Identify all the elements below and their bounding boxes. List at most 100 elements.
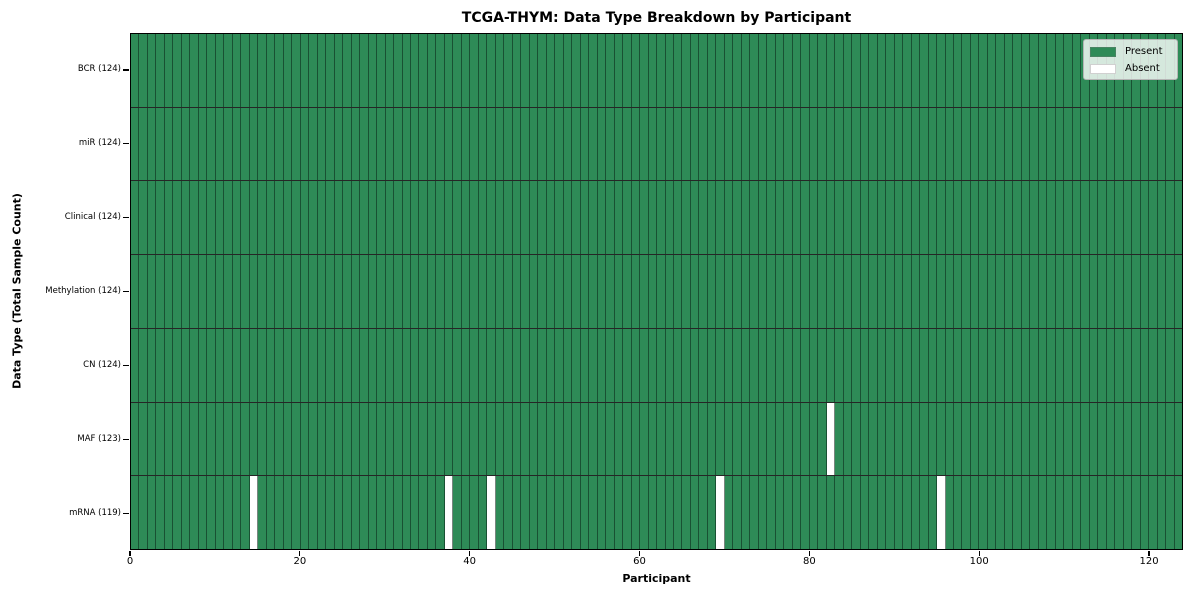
- heatmap-cell: [164, 34, 174, 107]
- heatmap-cell: [487, 107, 496, 181]
- heatmap-cell: [1132, 402, 1141, 476]
- heatmap-cell: [996, 402, 1005, 476]
- heatmap-cell: [1004, 476, 1014, 550]
- heatmap-cell: [529, 181, 539, 255]
- heatmap-cell: [368, 402, 378, 476]
- heatmap-cell: [512, 34, 522, 107]
- heatmap-cell: [190, 328, 199, 402]
- heatmap-cell: [334, 107, 344, 181]
- heatmap-cell: [224, 34, 233, 107]
- heatmap-cell: [1004, 181, 1014, 255]
- heatmap-cell: [1021, 476, 1031, 550]
- heatmap-cell: [843, 476, 853, 550]
- heatmap-cell: [801, 476, 810, 550]
- heatmap-cell: [665, 402, 674, 476]
- heatmap-cell: [249, 255, 259, 328]
- heatmap-cell: [631, 107, 641, 181]
- heatmap-cell: [300, 328, 310, 402]
- heatmap-cell: [1038, 402, 1048, 476]
- heatmap-cell: [775, 476, 785, 550]
- heatmap-cell: [181, 181, 191, 255]
- heatmap-cell: [487, 34, 496, 107]
- heatmap-cell: [640, 328, 649, 402]
- heatmap-cell: [249, 402, 259, 476]
- heatmap-cell: [920, 328, 929, 402]
- y-tick-mark: [123, 291, 129, 293]
- heatmap-cell: [1123, 255, 1133, 328]
- heatmap-cell: [623, 34, 632, 107]
- heatmap-cell: [724, 402, 734, 476]
- heatmap-cell: [377, 402, 386, 476]
- heatmap-cell: [1174, 34, 1183, 107]
- heatmap-cell: [818, 255, 827, 328]
- heatmap-cell: [512, 181, 522, 255]
- heatmap-cell: [1115, 402, 1124, 476]
- heatmap-cell: [487, 328, 496, 402]
- heatmap-cell: [631, 402, 641, 476]
- heatmap-cell: [436, 107, 445, 181]
- heatmap-cell: [979, 181, 988, 255]
- heatmap-cell: [792, 328, 802, 402]
- heatmap-cell: [631, 476, 641, 550]
- heatmap-row-mRNA: [131, 476, 1183, 550]
- heatmap-cell: [309, 34, 318, 107]
- heatmap-cell: [1098, 107, 1107, 181]
- heatmap-cell: [750, 107, 759, 181]
- heatmap-cell: [852, 328, 861, 402]
- heatmap-cell: [826, 476, 836, 550]
- heatmap-cell: [1123, 328, 1133, 402]
- heatmap-cell: [614, 476, 624, 550]
- heatmap-cell: [1106, 181, 1116, 255]
- heatmap-cell: [1115, 476, 1124, 550]
- heatmap-cell: [1098, 255, 1107, 328]
- heatmap-cell: [343, 34, 352, 107]
- heatmap-cell: [758, 181, 768, 255]
- heatmap-cell: [1055, 328, 1065, 402]
- heatmap-cell: [555, 34, 564, 107]
- heatmap-cell: [232, 402, 242, 476]
- heatmap-cell: [563, 181, 573, 255]
- heatmap-cell: [334, 328, 344, 402]
- heatmap-cell: [572, 402, 581, 476]
- heatmap-cell: [792, 476, 802, 550]
- heatmap-cell: [207, 181, 216, 255]
- heatmap-cell: [877, 255, 887, 328]
- heatmap-cell: [368, 255, 378, 328]
- heatmap-cell: [241, 402, 250, 476]
- heatmap-cell: [1149, 181, 1158, 255]
- heatmap-cell: [809, 34, 819, 107]
- heatmap-cell: [538, 328, 547, 402]
- heatmap-row-Methylation: [131, 255, 1183, 329]
- heatmap-cell: [504, 181, 513, 255]
- heatmap-cell: [606, 402, 615, 476]
- heatmap-cell: [198, 107, 208, 181]
- heatmap-cell: [716, 34, 725, 107]
- heatmap-cell: [699, 255, 708, 328]
- x-tick-label: 40: [463, 556, 477, 567]
- heatmap-cell: [181, 476, 191, 550]
- heatmap-cell: [385, 34, 395, 107]
- heatmap-cell: [444, 255, 454, 328]
- heatmap-cell: [343, 181, 352, 255]
- heatmap-cell: [1149, 107, 1158, 181]
- heatmap-cell: [758, 402, 768, 476]
- heatmap-cell: [970, 402, 980, 476]
- heatmap-cell: [207, 34, 216, 107]
- heatmap-cell: [979, 107, 988, 181]
- y-tick-label-Methylation: Methylation (124): [45, 286, 121, 296]
- heatmap-cell: [190, 402, 199, 476]
- heatmap-cell: [1021, 402, 1031, 476]
- heatmap-cell: [402, 476, 411, 550]
- heatmap-cell: [674, 476, 683, 550]
- heatmap-cell: [538, 476, 547, 550]
- heatmap-cell: [572, 255, 581, 328]
- heatmap-cell: [385, 255, 395, 328]
- legend: Present Absent: [1083, 39, 1178, 80]
- heatmap-cell: [775, 107, 785, 181]
- heatmap-cell: [563, 255, 573, 328]
- heatmap-cell: [1021, 181, 1031, 255]
- heatmap-cell: [928, 328, 938, 402]
- heatmap-cell: [368, 107, 378, 181]
- heatmap-cell: [512, 255, 522, 328]
- heatmap-cell: [648, 107, 658, 181]
